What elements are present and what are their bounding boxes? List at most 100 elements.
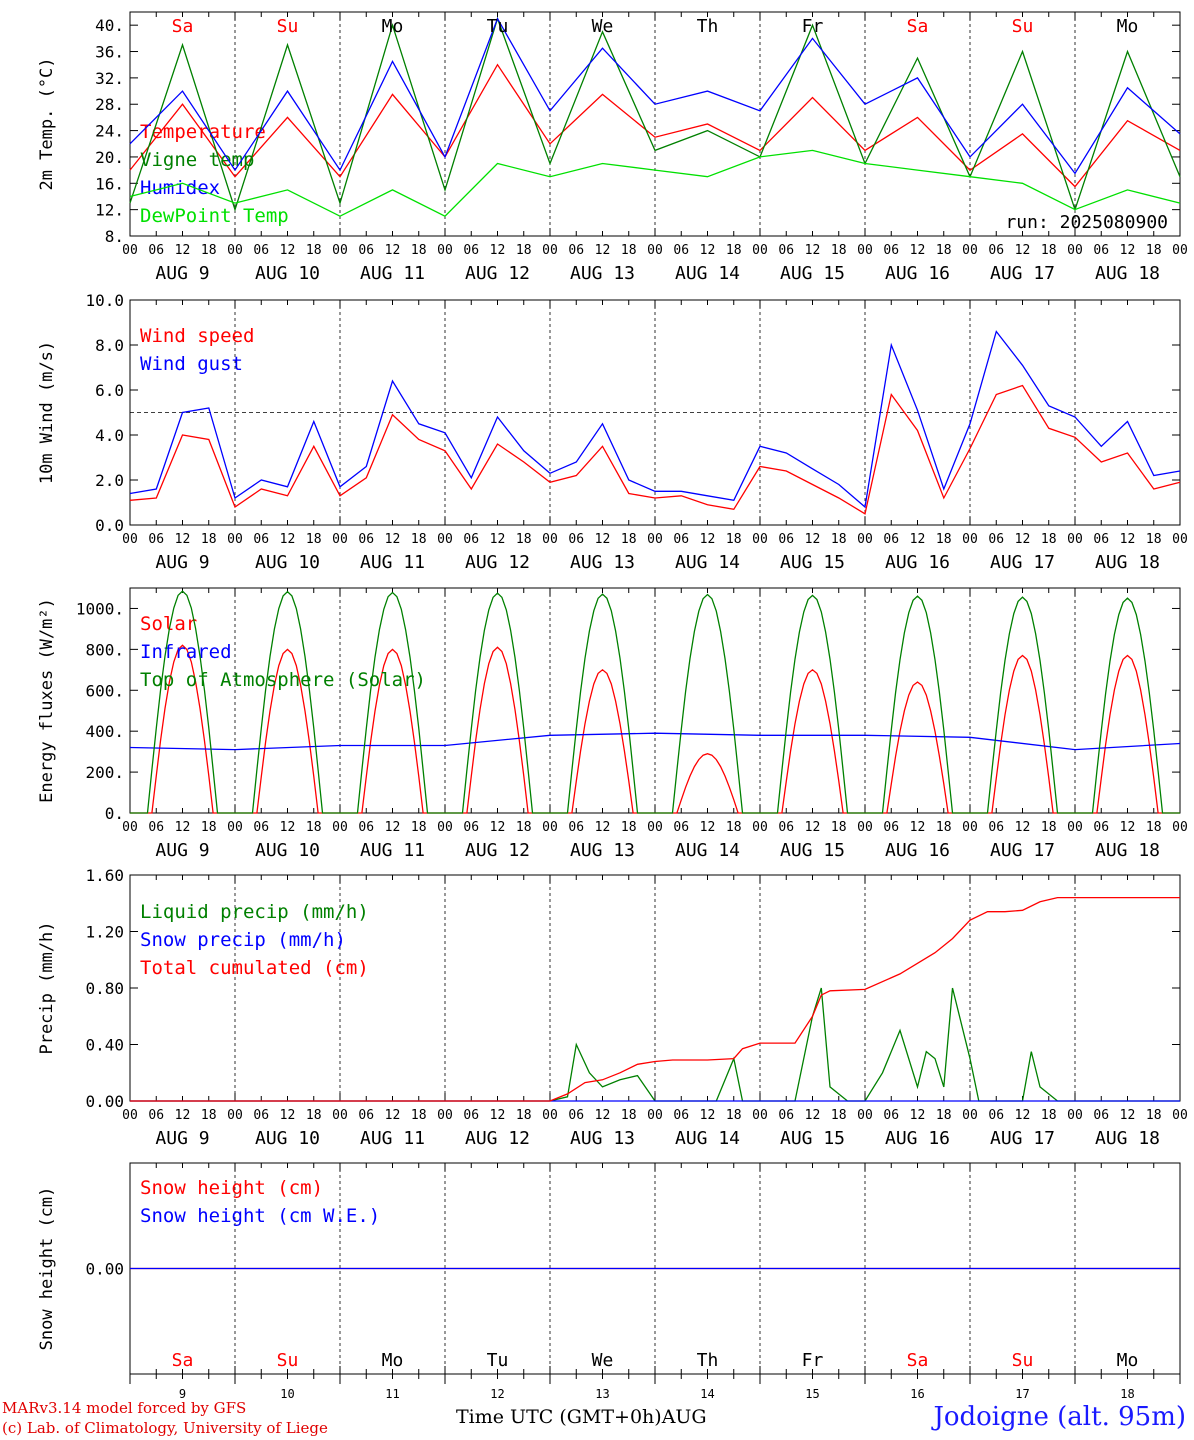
day-label: AUG 15 — [780, 840, 845, 861]
weekday-label-bottom: Su — [277, 1350, 299, 1371]
bottom-x-label: Time UTC (GMT+0h)AUG — [456, 1406, 707, 1428]
hour-tick-label: 00 — [857, 532, 873, 547]
weekday-label: Mo — [1117, 16, 1139, 37]
legend-entry: Total cumulated (cm) — [140, 957, 369, 979]
hour-tick-label: 18 — [306, 1108, 322, 1123]
weekday-label: Su — [1012, 16, 1034, 37]
hour-tick-label: 00 — [332, 820, 348, 835]
day-label: AUG 17 — [990, 552, 1055, 573]
hour-tick-label: 06 — [148, 532, 164, 547]
y-tick-label: 600. — [85, 681, 124, 700]
hour-tick-label: 12 — [700, 532, 716, 547]
hour-tick-label: 06 — [778, 820, 794, 835]
hour-tick-label: 00 — [752, 243, 768, 258]
hour-tick-label: 12 — [910, 532, 926, 547]
y-axis-label: Snow height (cm) — [37, 1187, 57, 1351]
day-label: AUG 17 — [990, 1128, 1055, 1149]
hour-tick-label: 06 — [463, 243, 479, 258]
hour-tick-label: 18 — [411, 1108, 427, 1123]
day-label: AUG 16 — [885, 840, 950, 861]
hour-tick-label: 18 — [411, 820, 427, 835]
footer-model: MARv3.14 model forced by GFS — [2, 1399, 247, 1417]
hour-tick-label: 00 — [332, 1108, 348, 1123]
day-label: AUG 11 — [360, 1128, 425, 1149]
series-line-wind-gust — [129, 330, 1181, 509]
hour-tick-label: 18 — [1146, 1108, 1162, 1123]
hour-tick-label: 06 — [253, 820, 269, 835]
hour-tick-label: 18 — [306, 532, 322, 547]
day-label: AUG 17 — [990, 263, 1055, 284]
day-number: 10 — [280, 1387, 294, 1401]
hour-tick-label: 18 — [411, 243, 427, 258]
y-tick-label: 8. — [105, 227, 124, 246]
hour-tick-label: 12 — [175, 532, 191, 547]
hour-tick-label: 18 — [1146, 820, 1162, 835]
y-tick-label: 0. — [105, 804, 124, 823]
hour-tick-label: 06 — [988, 820, 1004, 835]
hour-tick-label: 00 — [1067, 243, 1083, 258]
hour-tick-label: 06 — [568, 820, 584, 835]
hour-tick-label: 18 — [1041, 1108, 1057, 1123]
hour-tick-label: 18 — [201, 1108, 217, 1123]
weekday-label-bottom: Sa — [172, 1350, 194, 1371]
hour-tick-label: 00 — [1067, 532, 1083, 547]
station-label: Jodoigne (alt. 95m) — [933, 1402, 1186, 1432]
day-label: AUG 9 — [155, 840, 209, 861]
x-axis-month: AUG — [661, 1406, 707, 1428]
y-tick-label: 20. — [95, 148, 124, 167]
hour-tick-label: 12 — [910, 243, 926, 258]
hour-tick-label: 12 — [1015, 532, 1031, 547]
hour-tick-label: 18 — [726, 820, 742, 835]
y-tick-label: 0.00 — [85, 1260, 124, 1279]
legend-entry: Temperature — [140, 121, 266, 143]
hour-tick-label: 06 — [253, 1108, 269, 1123]
hour-tick-label: 18 — [621, 820, 637, 835]
y-tick-label: 16. — [95, 174, 124, 193]
hour-tick-label: 18 — [1146, 243, 1162, 258]
hour-tick-label: 00 — [962, 243, 978, 258]
hour-tick-label: 00 — [857, 243, 873, 258]
day-number: 13 — [595, 1387, 609, 1401]
hour-tick-label: 00 — [122, 820, 138, 835]
hour-tick-label: 06 — [988, 243, 1004, 258]
hour-tick-label: 12 — [490, 820, 506, 835]
hour-tick-label: 12 — [280, 532, 296, 547]
hour-tick-label: 00 — [647, 532, 663, 547]
panel-5: 0.00 Snow height (cm) Snow height (cm) Snow… — [37, 1162, 1181, 1375]
day-label: AUG 10 — [255, 552, 320, 573]
hour-tick-label: 18 — [726, 1108, 742, 1123]
hour-tick-label: 12 — [490, 1108, 506, 1123]
hour-tick-label: 12 — [385, 532, 401, 547]
hour-tick-label: 12 — [490, 532, 506, 547]
day-label: AUG 9 — [155, 263, 209, 284]
legend-entry: Snow height (cm W.E.) — [140, 1205, 380, 1227]
hour-tick-label: 00 — [962, 820, 978, 835]
hour-tick-label: 06 — [568, 1108, 584, 1123]
day-label: AUG 14 — [675, 263, 740, 284]
series-line-infrared — [129, 732, 1181, 751]
hour-tick-label: 12 — [805, 820, 821, 835]
hour-tick-label: 06 — [463, 1108, 479, 1123]
hour-tick-label: 18 — [306, 820, 322, 835]
hour-tick-label: 06 — [1093, 820, 1109, 835]
hour-tick-label: 18 — [936, 243, 952, 258]
hour-tick-label: 18 — [1041, 243, 1057, 258]
legend-entry: Wind speed — [140, 325, 254, 347]
legend-entry: Snow height (cm) — [140, 1177, 323, 1199]
hour-tick-label: 12 — [1120, 820, 1136, 835]
day-label: AUG 13 — [570, 263, 635, 284]
y-tick-label: 800. — [85, 640, 124, 659]
hour-tick-label: 00 — [437, 243, 453, 258]
hour-tick-label: 12 — [385, 243, 401, 258]
weekday-label-bottom: Tu — [487, 1350, 509, 1371]
y-tick-label: 4.0 — [95, 426, 124, 445]
hour-tick-label: 06 — [673, 243, 689, 258]
series-line-dewpoint-temp — [129, 149, 1181, 217]
day-label: AUG 11 — [360, 263, 425, 284]
hour-tick-label: 00 — [227, 532, 243, 547]
y-tick-label: 28. — [95, 95, 124, 114]
legend-entry: Snow precip (mm/h) — [140, 929, 346, 951]
y-axis-label: Precip (mm/h) — [37, 921, 57, 1054]
hour-tick-label: 18 — [936, 532, 952, 547]
hour-tick-label: 18 — [516, 243, 532, 258]
